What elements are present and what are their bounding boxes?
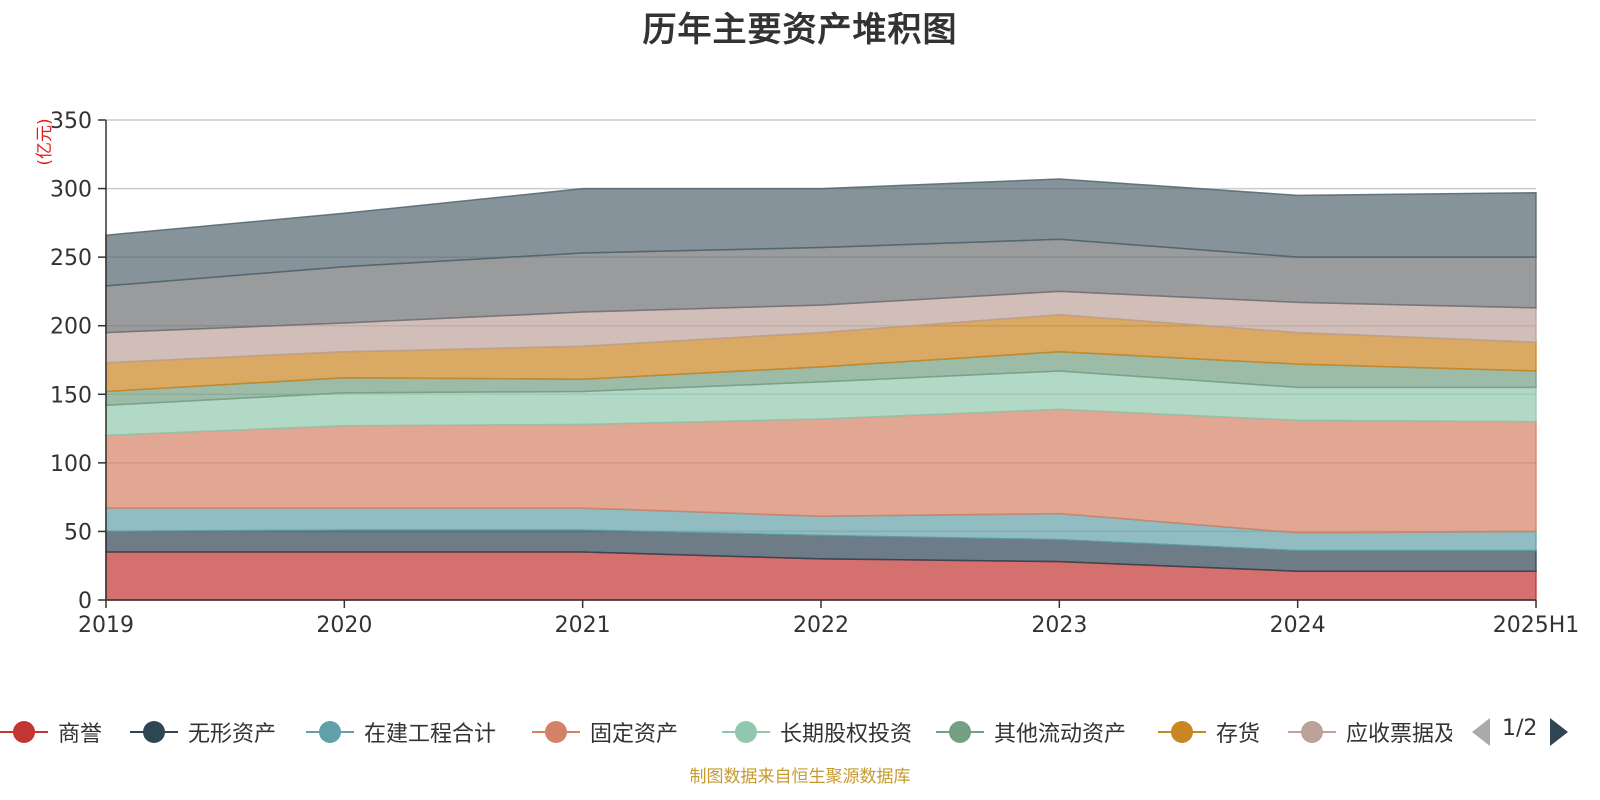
area-series bbox=[105, 178, 1537, 601]
legend-next-arrow-icon[interactable] bbox=[1550, 718, 1568, 746]
legend-items: 商誉 无形资产 在建工程合计 固定资产 长期股权投资 其他流动资产 存货 应收票据及应收账款 bbox=[0, 712, 1452, 752]
y-axis-tick-label: 150 bbox=[50, 383, 92, 408]
legend-pager: 1/2 bbox=[1468, 712, 1600, 752]
legend-marker-icon bbox=[532, 712, 580, 752]
legend-label: 应收票据及应收账款 bbox=[1346, 722, 1452, 747]
legend-label: 固定资产 bbox=[590, 722, 679, 747]
legend-marker-icon bbox=[130, 712, 178, 752]
legend-item[interactable]: 在建工程合计 bbox=[306, 712, 496, 752]
legend-item[interactable]: 固定资产 bbox=[532, 712, 678, 752]
legend-item[interactable]: 其他流动资产 bbox=[936, 712, 1126, 752]
x-axis-tick-label: 2024 bbox=[1270, 613, 1326, 638]
legend: 商誉无形资产在建工程合计固定资产长期股权投资其他流动资产存货应收票据及应收账款 … bbox=[0, 712, 1600, 752]
y-axis-tick-label: 350 bbox=[50, 109, 92, 134]
legend-page-indicator: 1/2 bbox=[1502, 716, 1538, 741]
x-axis-tick-label: 2019 bbox=[78, 613, 134, 638]
legend-label: 存货 bbox=[1216, 722, 1261, 747]
legend-marker-icon bbox=[0, 712, 48, 752]
chart-title: 历年主要资产堆积图 bbox=[642, 10, 958, 50]
legend-marker-icon bbox=[306, 712, 354, 752]
y-axis-tick-label: 100 bbox=[50, 452, 92, 477]
legend-label: 在建工程合计 bbox=[364, 722, 497, 747]
y-axis-unit-label: (亿元) bbox=[35, 118, 55, 165]
y-axis-tick-label: 300 bbox=[50, 178, 92, 203]
legend-marker-icon bbox=[1288, 712, 1336, 752]
legend-marker-icon bbox=[722, 712, 770, 752]
legend-marker-icon bbox=[1158, 712, 1206, 752]
legend-label: 长期股权投资 bbox=[780, 722, 913, 747]
y-axis-tick-label: 200 bbox=[50, 315, 92, 340]
legend-label: 其他流动资产 bbox=[994, 722, 1127, 747]
legend-marker-icon bbox=[936, 712, 984, 752]
y-axis-tick-label: 50 bbox=[64, 520, 92, 545]
legend-item[interactable]: 商誉 bbox=[0, 712, 102, 752]
legend-item[interactable]: 应收票据及应收账款 bbox=[1288, 712, 1452, 752]
x-axis-tick-label: 2022 bbox=[793, 613, 849, 638]
x-axis-tick-label: 2025H1 bbox=[1493, 613, 1580, 638]
legend-item[interactable]: 长期股权投资 bbox=[722, 712, 912, 752]
area-series-9[interactable] bbox=[105, 178, 1537, 287]
legend-item[interactable]: 无形资产 bbox=[130, 712, 276, 752]
x-axis-tick-label: 2021 bbox=[555, 613, 611, 638]
legend-item[interactable]: 存货 bbox=[1158, 712, 1260, 752]
x-axis-tick-label: 2023 bbox=[1031, 613, 1087, 638]
y-axis-tick-label: 250 bbox=[50, 246, 92, 271]
legend-label: 无形资产 bbox=[188, 722, 277, 747]
axes: 0 50 100 150 200 250 300 350 2019 2020 2021 2022 202… bbox=[50, 109, 1579, 638]
legend-label: 商誉 bbox=[58, 722, 103, 747]
legend-prev-arrow-icon[interactable] bbox=[1472, 718, 1490, 746]
data-source-note: 制图数据来自恒生聚源数据库 bbox=[689, 767, 911, 787]
x-axis-tick-label: 2020 bbox=[316, 613, 372, 638]
y-axis-tick-label: 0 bbox=[78, 589, 92, 614]
stacked-area-chart: 0 50 100 150 200 250 300 350 2019 2020 2021 2022 202… bbox=[35, 109, 1579, 638]
